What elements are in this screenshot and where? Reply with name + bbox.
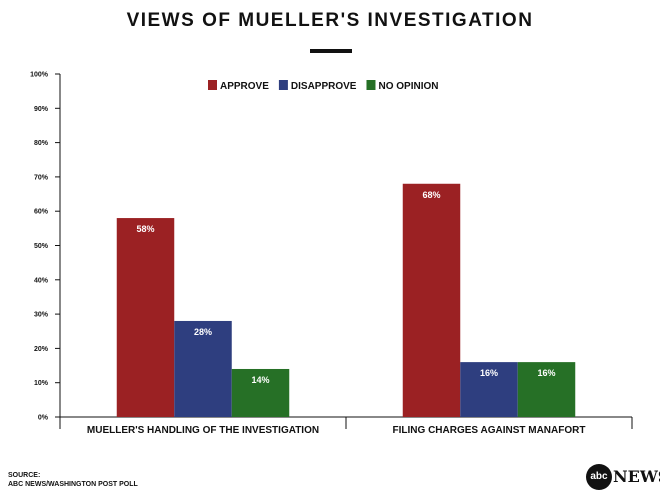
- bar-value-label: 16%: [537, 368, 555, 378]
- y-tick-label: 70%: [34, 174, 49, 181]
- y-tick-label: 100%: [30, 72, 49, 79]
- legend-swatch: [278, 80, 288, 90]
- y-tick-label: 30%: [34, 312, 49, 319]
- bar-no-opinion: [517, 362, 576, 417]
- chart-title: VIEWS OF MUELLER'S INVESTIGATION: [126, 10, 534, 31]
- bar-value-label: 14%: [251, 375, 269, 385]
- y-tick-label: 90%: [34, 106, 49, 113]
- abc-news-logo: abc NEWS: [586, 464, 660, 490]
- bar-approve: [402, 183, 461, 417]
- bar-disapprove: [460, 362, 518, 417]
- y-tick-label: 50%: [34, 243, 49, 250]
- bar-disapprove: [174, 320, 232, 417]
- bar-no-opinion: [231, 368, 290, 417]
- legend-label: NO OPINION: [378, 81, 438, 92]
- y-tick-label: 80%: [34, 140, 49, 147]
- legend-swatch: [366, 80, 376, 90]
- bar-value-label: 28%: [194, 327, 212, 337]
- abc-logo-mark: abc: [586, 464, 612, 490]
- legend-label: DISAPPROVE: [291, 81, 357, 92]
- source-label: SOURCE:: [8, 472, 41, 479]
- y-tick-label: 40%: [34, 277, 49, 284]
- legend-swatch: [208, 80, 217, 90]
- y-tick-label: 60%: [34, 209, 49, 216]
- y-tick-label: 20%: [34, 346, 49, 353]
- y-tick-label: 0%: [38, 415, 49, 422]
- bar-value-label: 58%: [136, 224, 154, 234]
- y-tick-label: 10%: [34, 380, 49, 387]
- x-category-label: FILING CHARGES AGAINST MANAFORT: [393, 425, 586, 436]
- source-text: ABC NEWS/WASHINGTON POST POLL: [8, 481, 138, 488]
- legend-label: APPROVE: [220, 81, 269, 92]
- bar-value-label: 68%: [422, 190, 440, 200]
- bar-value-label: 16%: [480, 368, 498, 378]
- abc-logo-word: NEWS: [613, 467, 660, 486]
- x-category-label: MUELLER'S HANDLING OF THE INVESTIGATION: [87, 425, 319, 436]
- bar-approve: [116, 218, 175, 417]
- title-underline: [310, 49, 352, 53]
- source-note: SOURCE: ABC NEWS/WASHINGTON POST POLL: [8, 471, 138, 489]
